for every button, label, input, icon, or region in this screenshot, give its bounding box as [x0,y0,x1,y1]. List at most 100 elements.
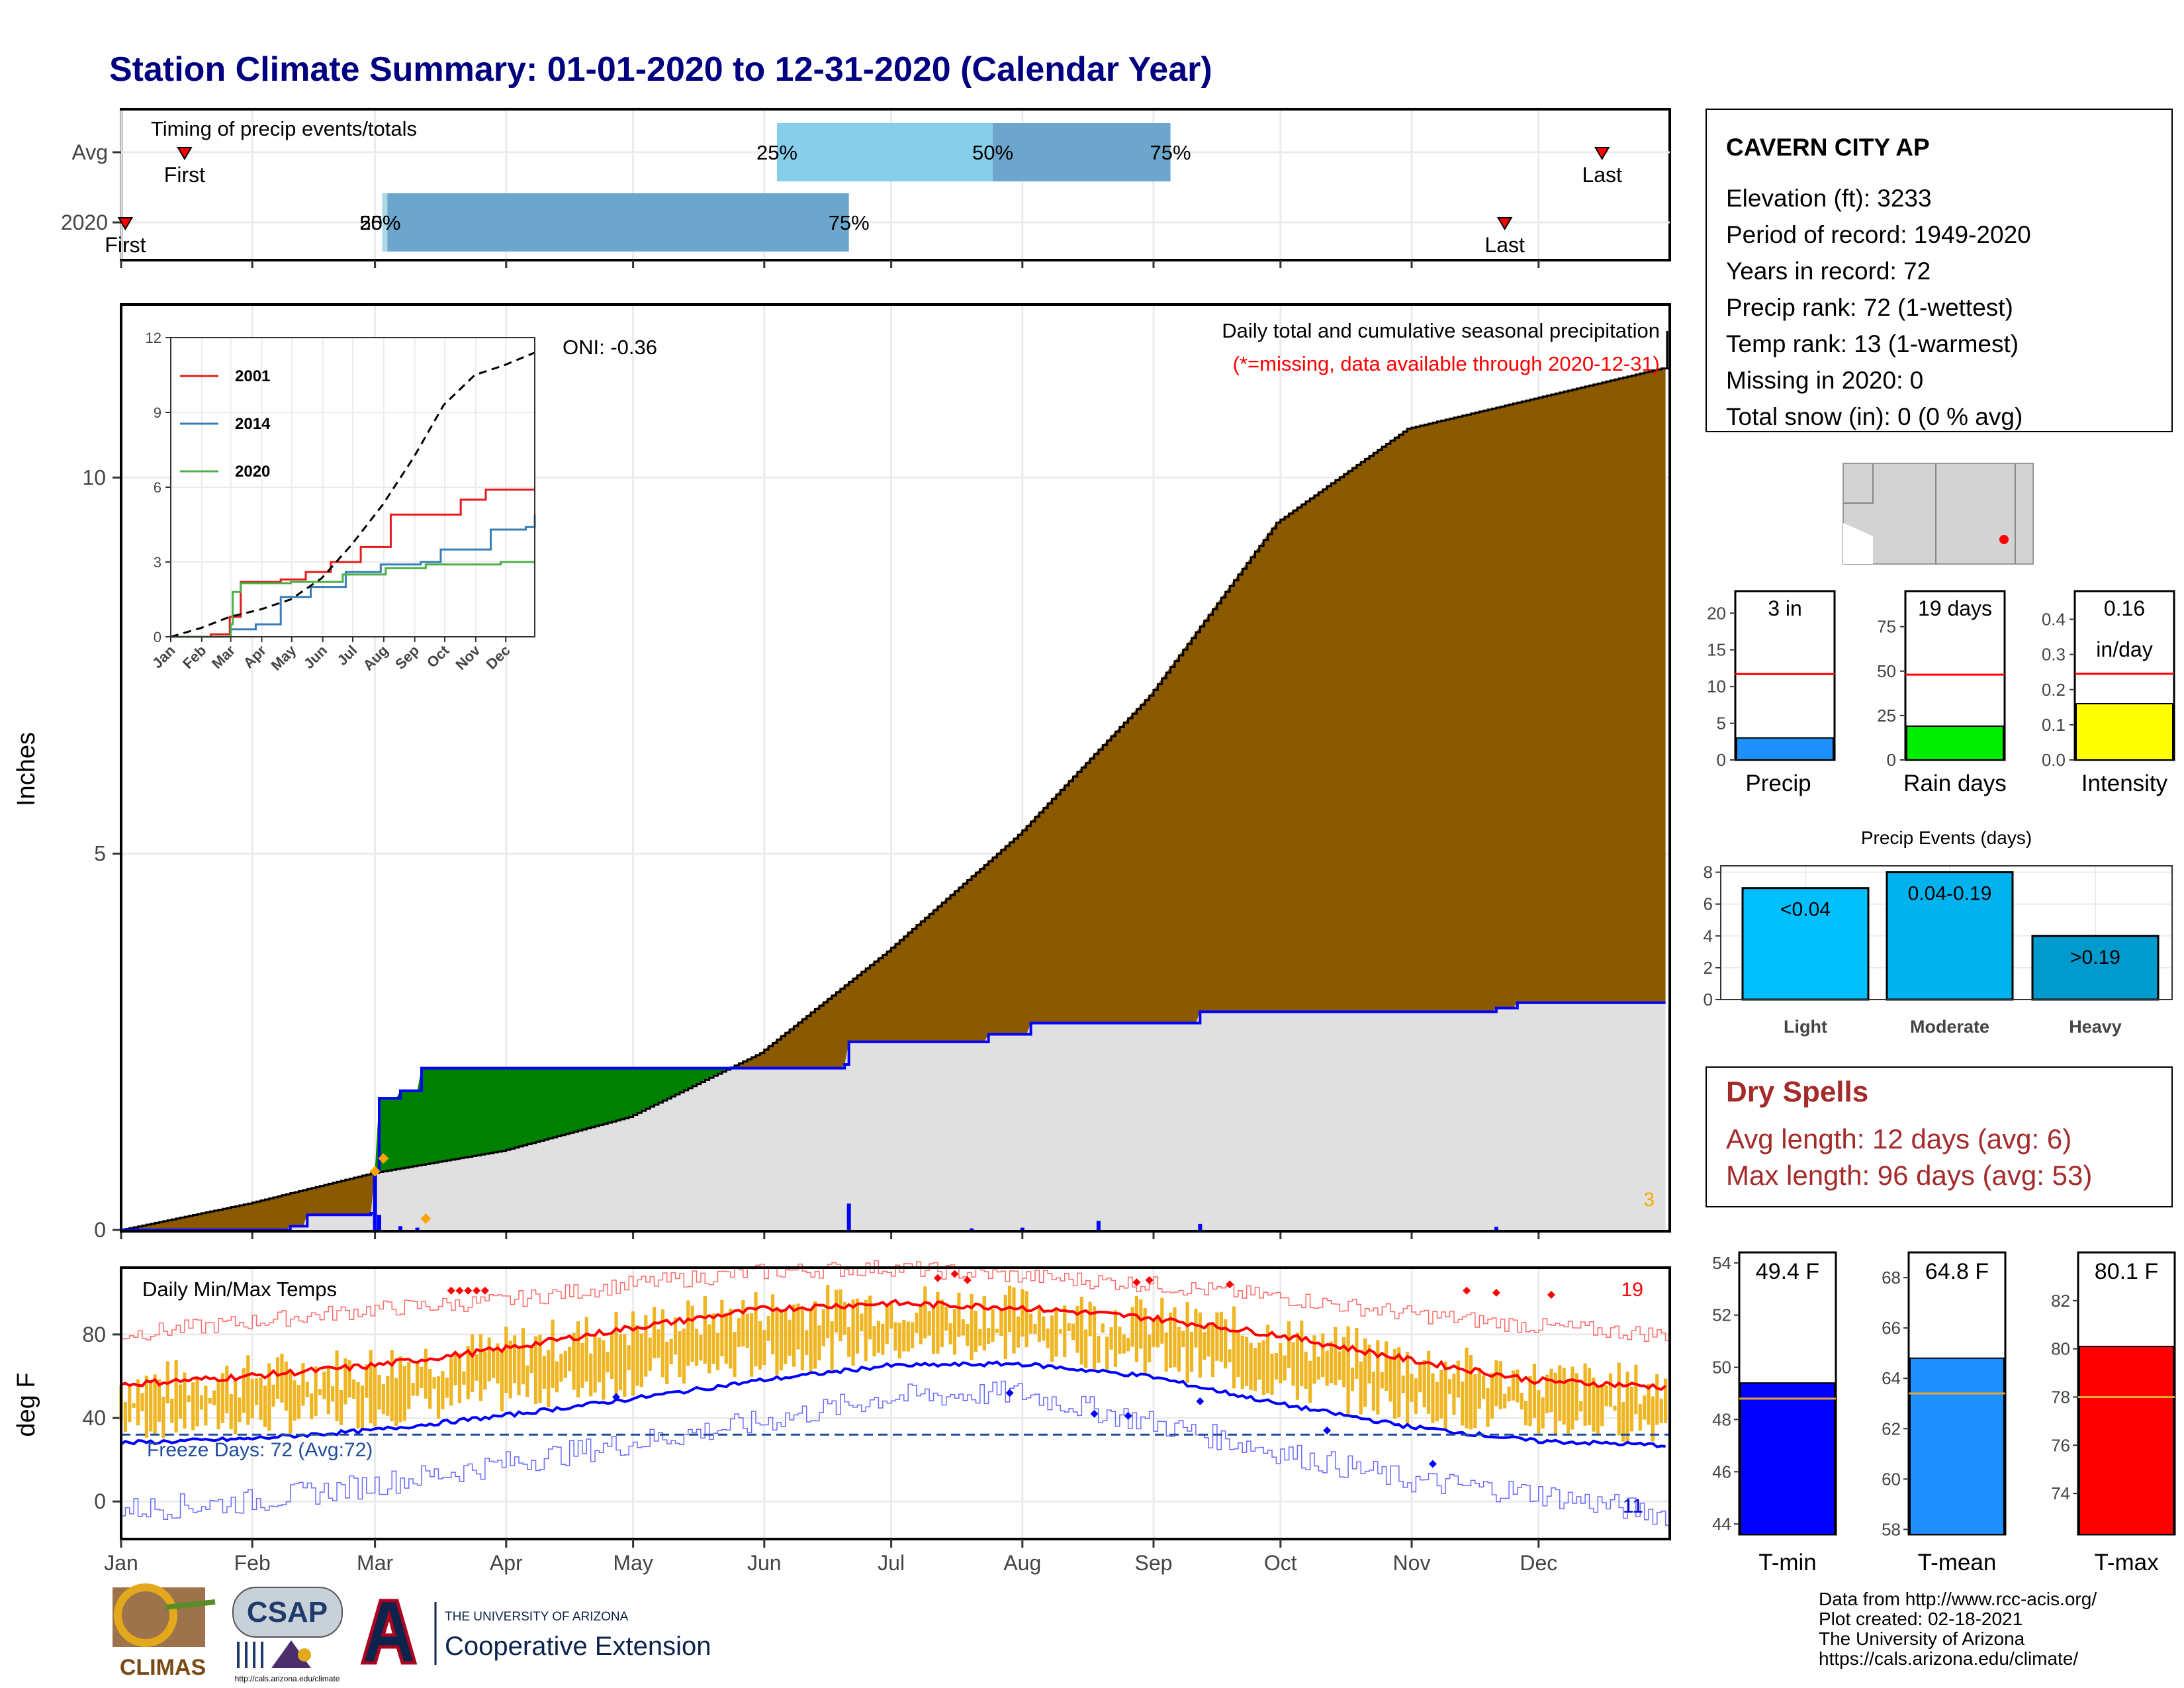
temp-daily-range-bar [741,1300,745,1346]
temp-daily-range-bar [660,1309,664,1378]
temp-daily-range-bar [686,1300,690,1366]
temp-daily-range-bar [1473,1374,1477,1429]
location-map [1843,463,2034,565]
month-tick-label: May [613,1551,653,1575]
temp-daily-range-bar [178,1384,183,1419]
temp-bar-tick-label: 74 [2051,1483,2070,1503]
temp-daily-range-bar [1664,1378,1668,1423]
temp-daily-range-bar [897,1323,901,1359]
temp-daily-range-bar [1181,1331,1185,1348]
temp-daily-range-bar [952,1309,957,1355]
temp-daily-range-bar [754,1292,758,1367]
temp-daily-range-bar [259,1377,263,1420]
temp-daily-range-bar [673,1317,678,1355]
precip-ylabel: Inches [13,732,40,806]
precip-observed-cumulative-line [121,1001,1666,1231]
temp-bar-tick-label: 76 [2051,1435,2070,1455]
station-info-line: Missing in 2020: 0 [1726,367,1923,394]
temp-ylabel: deg F [13,1372,40,1436]
temp-daily-range-bar [957,1292,961,1337]
temp-daily-range-bar [1210,1323,1215,1378]
temp-daily-range-bar [1490,1373,1494,1419]
temp-daily-range-bar [525,1365,529,1397]
temp-daily-range-bar [1092,1306,1097,1370]
inset-ytick-label: 12 [146,330,161,346]
timing-pct-label: 50% [972,141,1013,164]
station-info-line: Period of record: 1949-2020 [1726,221,2031,248]
temp-daily-range-bar [1329,1341,1334,1383]
small-bar-tick-label: 0.2 [2042,680,2066,700]
temp-daily-range-bar [322,1372,326,1399]
temp-daily-range-bar [923,1286,927,1338]
temp-daily-range-bar [876,1321,881,1353]
temp-daily-range-bar [1592,1378,1596,1432]
inset-ytick-label: 9 [154,404,161,421]
temp-daily-range-bar [1486,1387,1490,1427]
temp-daily-range-bar [1283,1355,1287,1381]
temp-daily-range-bar [784,1309,788,1364]
precip-surplus-area [121,1002,1666,1230]
temp-daily-range-bar [1101,1323,1105,1333]
map-background [1843,463,2034,565]
temp-frame [120,1266,1671,1540]
temp-daily-range-bar [745,1313,749,1348]
temp-daily-range-bar [1084,1329,1088,1368]
temp-daily-range-bar [1228,1349,1232,1362]
temp-daily-range-bar [809,1309,813,1373]
temp-daily-range-bar [487,1337,491,1382]
temp-daily-range-bar [1143,1307,1147,1374]
temp-daily-range-bar [1033,1323,1037,1334]
temp-daily-range-bar [1452,1374,1456,1415]
temp-daily-range-bar [174,1360,178,1432]
inset-legend-label: 2014 [235,415,271,433]
inset-ytick-label: 6 [154,479,161,496]
temp-daily-range-bar [1287,1321,1291,1368]
temp-daily-range-bar [1367,1344,1371,1383]
temp-daily-range-bar [1300,1320,1304,1387]
precip-deficit-area [121,368,1666,1230]
temp-daily-range-bar [1553,1372,1557,1435]
temp-bar-value [2079,1346,2174,1535]
temp-bar-value-label: 64.8 F [1925,1259,1989,1284]
temp-daily-range-bar [390,1350,394,1422]
temp-daily-range-bar [1021,1289,1024,1336]
timing-row-label: 2020 [61,211,108,234]
temp-daily-range-bar [893,1322,897,1351]
temp-daily-range-bar [229,1393,233,1430]
temp-daily-range-bar [563,1350,567,1378]
events-bar-label: Heavy [2069,1017,2122,1037]
temp-daily-range-bar [1071,1323,1075,1340]
temp-daily-range-bar [1346,1326,1350,1415]
events-bar-range: 0.04-0.19 [1908,883,1992,905]
temp-daily-range-bar [250,1378,254,1419]
small-bar-value-label: 3 in [1768,596,1802,620]
temp-daily-range-bar [1028,1313,1033,1334]
temp-daily-range-bar [496,1343,500,1384]
temp-daily-range-bar [796,1303,800,1350]
temp-daily-range-bar [284,1361,288,1411]
temp-daily-range-bar [381,1384,385,1415]
precip-observed-area [121,1002,1666,1230]
precip-missing-note: (*=missing, data available through 2020-… [1233,352,1660,375]
temp-daily-range-bar [466,1346,470,1399]
temp-bar-tick-label: 52 [1712,1305,1731,1325]
temp-daily-range-bar [1371,1371,1376,1411]
temp-daily-range-bar [1134,1295,1139,1362]
temp-daily-range-bar [868,1295,872,1340]
temp-daily-range-bar [318,1389,322,1395]
temp-daily-range-bar [204,1385,208,1426]
climas-text: CLIMAS [120,1655,206,1680]
small-bar-tick-label: 0 [1717,750,1726,770]
temp-daily-range-bar [445,1378,449,1398]
temp-daily-range-bar [453,1353,457,1385]
station-info-line: Precip rank: 72 (1-wettest) [1726,294,2013,321]
temp-daily-range-bar [242,1368,246,1413]
temp-daily-range-bar [1206,1323,1210,1357]
temp-daily-range-bar [839,1289,842,1342]
temp-daily-range-bar [750,1313,754,1377]
map-mexico-area [1843,523,1873,564]
csap-text: CSAP [247,1596,328,1628]
temp-daily-range-bar [504,1327,508,1393]
temp-ytick-label: 40 [82,1406,106,1430]
temp-record-high-marker [963,1276,972,1284]
